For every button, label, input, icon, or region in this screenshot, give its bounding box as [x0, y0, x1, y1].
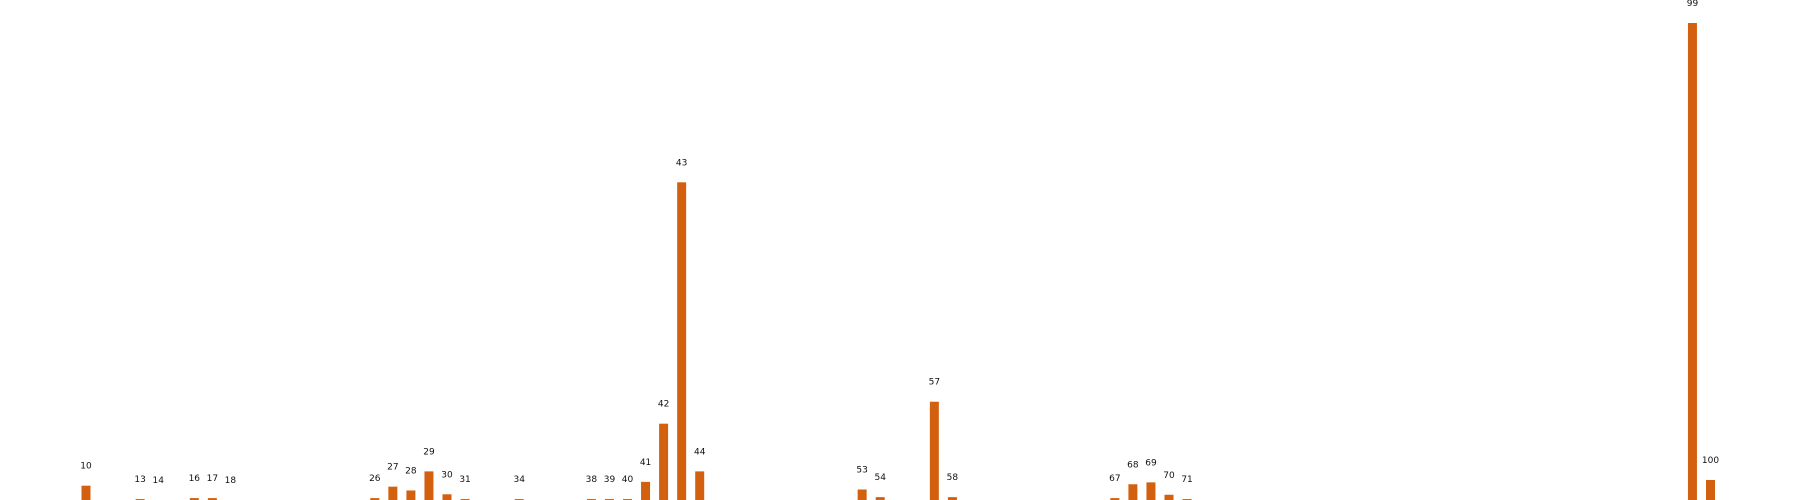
- bar-labels-layer: 10 13 14 16 17 18 26 27 28 29 30 31 34 38 39 40 41 42 43 44…: [80, 0, 1719, 486]
- bar-41: [641, 481, 651, 500]
- bar-99: [1687, 23, 1697, 500]
- bar-100: [1706, 479, 1715, 500]
- bar-label-28: 28: [405, 466, 417, 476]
- bar-label-68: 68: [1127, 460, 1139, 470]
- bar-label-17: 17: [207, 474, 218, 484]
- bar-label-16: 16: [189, 474, 201, 484]
- bar-label-39: 39: [604, 475, 616, 485]
- bar-label-53: 53: [856, 466, 867, 476]
- bar-10: [81, 485, 91, 500]
- bar-label-67: 67: [1109, 474, 1120, 484]
- bar-label-27: 27: [387, 463, 398, 473]
- bar-label-44: 44: [694, 447, 706, 457]
- bar-label-54: 54: [874, 473, 886, 483]
- bar-label-42: 42: [658, 400, 669, 410]
- bar-16: [189, 498, 199, 500]
- bar-42: [659, 423, 669, 500]
- bar-58: [947, 497, 957, 500]
- bar-label-58: 58: [947, 473, 959, 483]
- bar-28: [406, 490, 416, 500]
- bar-label-10: 10: [80, 462, 92, 472]
- bar-label-30: 30: [441, 470, 453, 480]
- bar-label-69: 69: [1145, 458, 1157, 468]
- bar-54: [875, 497, 885, 500]
- bar-70: [1164, 494, 1174, 500]
- bar-label-40: 40: [622, 475, 634, 485]
- bar-label-29: 29: [423, 447, 435, 457]
- bar-label-18: 18: [225, 476, 237, 486]
- bar-label-57: 57: [929, 378, 940, 388]
- bar-label-38: 38: [586, 475, 598, 485]
- bar-43: [677, 182, 687, 500]
- bar-label-99: 99: [1687, 0, 1699, 9]
- bar-27: [388, 486, 398, 500]
- bar-label-41: 41: [640, 458, 651, 468]
- bar-label-14: 14: [152, 476, 164, 486]
- bar-label-43: 43: [676, 158, 687, 168]
- bar-69: [1146, 482, 1156, 500]
- bar-17: [207, 498, 217, 500]
- bars-layer: [81, 23, 1715, 500]
- bar-label-13: 13: [134, 475, 145, 485]
- bar-44: [695, 471, 705, 500]
- bar-label-100: 100: [1702, 456, 1719, 466]
- bar-label-70: 70: [1163, 471, 1175, 481]
- bar-68: [1128, 484, 1138, 500]
- bar-57: [929, 401, 939, 500]
- bar-29: [424, 471, 434, 500]
- bar-label-71: 71: [1181, 475, 1192, 485]
- bar-26: [370, 498, 380, 500]
- bar-label-31: 31: [459, 475, 470, 485]
- bar-label-26: 26: [369, 474, 381, 484]
- bar-67: [1110, 498, 1120, 500]
- bar-30: [442, 494, 452, 500]
- bar-53: [857, 489, 867, 500]
- bar-label-34: 34: [513, 475, 525, 485]
